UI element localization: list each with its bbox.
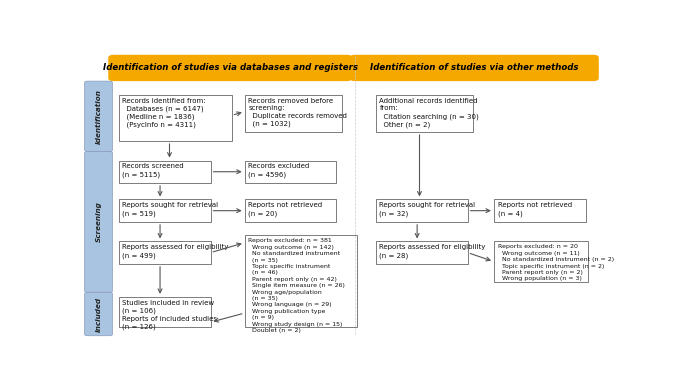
Text: Studies included in review
(n = 106)
Reports of included studies
(n = 126): Studies included in review (n = 106) Rep… <box>123 300 217 330</box>
FancyBboxPatch shape <box>85 152 112 292</box>
Text: Identification: Identification <box>95 89 102 144</box>
Text: Records excluded
(n = 4596): Records excluded (n = 4596) <box>248 163 309 178</box>
Text: Reports not retrieved
(n = 20): Reports not retrieved (n = 20) <box>248 202 322 217</box>
Text: Included: Included <box>95 296 102 331</box>
Text: Reports excluded: n = 381
  Wrong outcome (n = 142)
  No standardized instrument: Reports excluded: n = 381 Wrong outcome … <box>248 238 345 333</box>
FancyBboxPatch shape <box>494 241 588 282</box>
FancyBboxPatch shape <box>244 161 336 183</box>
Text: Identification of studies via other methods: Identification of studies via other meth… <box>370 63 578 72</box>
Text: Records identified from:
  Databases (n = 6147)
  (Medline n = 1836)
  (PsycInfo: Records identified from: Databases (n = … <box>123 98 206 128</box>
FancyBboxPatch shape <box>118 297 211 327</box>
Text: Reports excluded: n = 20
  Wrong outcome (n = 11)
  No standardized instrument (: Reports excluded: n = 20 Wrong outcome (… <box>498 244 613 281</box>
FancyBboxPatch shape <box>376 95 473 132</box>
Text: Reports assessed for eligibility
(n = 28): Reports assessed for eligibility (n = 28… <box>380 244 486 259</box>
FancyBboxPatch shape <box>244 95 342 132</box>
Text: Additional records identified
from:
  Citation searching (n = 30)
  Other (n = 2: Additional records identified from: Cita… <box>380 98 479 128</box>
FancyBboxPatch shape <box>85 81 112 152</box>
Text: Records removed before
screening:
  Duplicate records removed
  (n = 1032): Records removed before screening: Duplic… <box>248 98 347 127</box>
Text: Reports not retrieved
(n = 4): Reports not retrieved (n = 4) <box>498 202 571 217</box>
Text: Reports sought for retrieval
(n = 32): Reports sought for retrieval (n = 32) <box>380 202 476 217</box>
FancyBboxPatch shape <box>349 55 599 81</box>
Text: Records screened
(n = 5115): Records screened (n = 5115) <box>123 163 184 178</box>
FancyBboxPatch shape <box>376 241 468 264</box>
Text: Screening: Screening <box>95 202 102 242</box>
Text: Identification of studies via databases and registers: Identification of studies via databases … <box>103 63 357 72</box>
FancyBboxPatch shape <box>376 200 468 222</box>
FancyBboxPatch shape <box>494 200 586 222</box>
FancyBboxPatch shape <box>118 95 232 141</box>
FancyBboxPatch shape <box>108 55 352 81</box>
FancyBboxPatch shape <box>118 161 211 183</box>
Text: Reports assessed for eligibility
(n = 499): Reports assessed for eligibility (n = 49… <box>123 244 229 259</box>
Text: Reports sought for retrieval
(n = 519): Reports sought for retrieval (n = 519) <box>123 202 219 217</box>
FancyBboxPatch shape <box>244 200 336 222</box>
FancyBboxPatch shape <box>244 235 357 327</box>
FancyBboxPatch shape <box>118 241 211 264</box>
FancyBboxPatch shape <box>118 200 211 222</box>
FancyBboxPatch shape <box>85 292 112 336</box>
